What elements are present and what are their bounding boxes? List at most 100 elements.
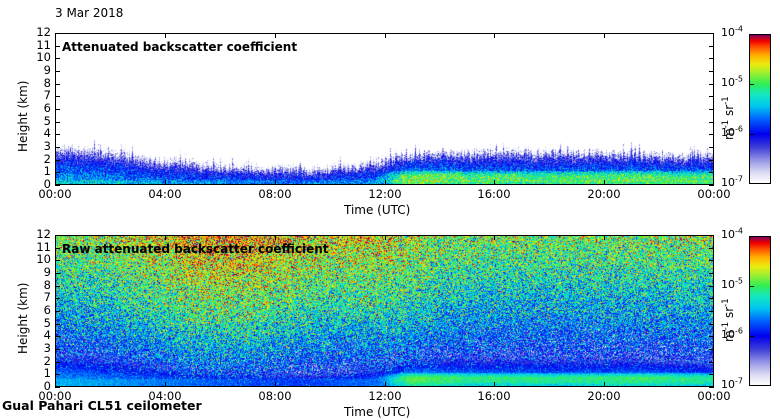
y-tick-right <box>709 260 714 261</box>
y-tick-right <box>709 172 714 173</box>
x-tick <box>713 180 714 185</box>
x-tick-label: 00:00 <box>697 187 731 201</box>
x-tick-label: 08:00 <box>258 389 292 403</box>
x-tick-top <box>55 235 56 240</box>
y-tick <box>55 71 60 72</box>
y-tick <box>55 387 60 388</box>
x-tick-label: 16:00 <box>477 187 511 201</box>
y-tick-right <box>709 109 714 110</box>
y-tick <box>55 311 60 312</box>
colorbar-tick-label: 10-5 <box>721 74 743 89</box>
y-tick-label: 0 <box>43 379 51 393</box>
x-tick-top <box>494 33 495 38</box>
y-tick <box>55 298 60 299</box>
y-tick-right <box>709 235 714 236</box>
y-tick-label: 9 <box>43 265 51 279</box>
x-tick-top <box>385 235 386 240</box>
y-tick-right <box>709 298 714 299</box>
x-tick <box>275 382 276 387</box>
plot-area-attenuated-backscatter[interactable] <box>55 33 714 185</box>
y-tick <box>55 109 60 110</box>
x-tick-top <box>165 33 166 38</box>
x-tick <box>165 180 166 185</box>
y-tick-label: 8 <box>43 76 51 90</box>
y-tick <box>55 349 60 350</box>
y-tick-right <box>709 160 714 161</box>
x-tick-label: 12:00 <box>368 389 402 403</box>
y-tick-right <box>709 362 714 363</box>
y-tick <box>55 362 60 363</box>
y-tick-right <box>709 122 714 123</box>
x-tick-label: 08:00 <box>258 187 292 201</box>
y-axis-title-bottom: Height (km) <box>16 282 30 354</box>
x-tick-label: 04:00 <box>148 389 182 403</box>
y-tick-right <box>709 33 714 34</box>
y-tick-label: 10 <box>36 252 51 266</box>
y-tick <box>55 336 60 337</box>
y-tick-label: 1 <box>43 164 51 178</box>
colorbar-tick-label: 10-6 <box>721 124 743 139</box>
y-tick-right <box>709 46 714 47</box>
y-tick <box>55 185 60 186</box>
y-tick <box>55 172 60 173</box>
x-tick-top <box>275 235 276 240</box>
x-tick <box>604 180 605 185</box>
x-tick-top <box>604 33 605 38</box>
y-tick <box>55 96 60 97</box>
y-tick-right <box>709 286 714 287</box>
y-tick <box>55 248 60 249</box>
y-tick <box>55 324 60 325</box>
y-tick-right <box>709 134 714 135</box>
y-tick-label: 11 <box>36 240 51 254</box>
x-tick-label: 00:00 <box>697 389 731 403</box>
x-tick-label: 20:00 <box>587 389 621 403</box>
y-tick-label: 3 <box>43 341 51 355</box>
colorbar-tick-label: 10-5 <box>721 276 743 291</box>
y-tick-right <box>709 84 714 85</box>
y-tick-label: 5 <box>43 316 51 330</box>
y-tick-right <box>709 273 714 274</box>
y-tick-label: 9 <box>43 63 51 77</box>
y-tick <box>55 33 60 34</box>
y-tick-right <box>709 58 714 59</box>
y-tick-right <box>709 96 714 97</box>
x-axis-title-top: Time (UTC) <box>344 203 411 217</box>
y-tick-right <box>709 336 714 337</box>
y-tick <box>55 273 60 274</box>
y-tick <box>55 122 60 123</box>
y-tick <box>55 260 60 261</box>
colorbar-tick <box>750 236 754 237</box>
x-tick <box>385 180 386 185</box>
y-tick-right <box>709 324 714 325</box>
colorbar-tick-label: 10-4 <box>721 24 743 39</box>
y-tick-label: 0 <box>43 177 51 191</box>
y-tick-right <box>709 374 714 375</box>
y-tick-label: 6 <box>43 303 51 317</box>
y-tick-right <box>709 311 714 312</box>
y-tick-right <box>709 185 714 186</box>
y-tick-right <box>709 71 714 72</box>
y-tick-label: 4 <box>43 126 51 140</box>
y-tick-label: 2 <box>43 354 51 368</box>
y-tick-right <box>709 147 714 148</box>
y-tick-label: 7 <box>43 88 51 102</box>
x-tick-label: 00:00 <box>38 187 72 201</box>
colorbar-bottom <box>749 236 771 386</box>
colorbar-tick <box>750 134 754 135</box>
x-axis-title-bottom: Time (UTC) <box>344 405 411 419</box>
panel-title-attenuated: Attenuated backscatter coefficient <box>62 40 298 54</box>
colorbar-tick <box>750 183 754 184</box>
y-tick <box>55 84 60 85</box>
x-tick <box>604 382 605 387</box>
x-tick <box>165 382 166 387</box>
plot-area-raw-attenuated-backscatter[interactable] <box>55 235 714 387</box>
y-tick-label: 12 <box>36 25 51 39</box>
y-tick-label: 5 <box>43 114 51 128</box>
x-tick-label: 20:00 <box>587 187 621 201</box>
x-tick-top <box>713 235 714 240</box>
y-tick-label: 12 <box>36 227 51 241</box>
x-tick <box>55 382 56 387</box>
colorbar-tick <box>750 34 754 35</box>
footer-caption: Gual Pahari CL51 ceilometer <box>2 398 202 413</box>
y-tick-label: 1 <box>43 366 51 380</box>
